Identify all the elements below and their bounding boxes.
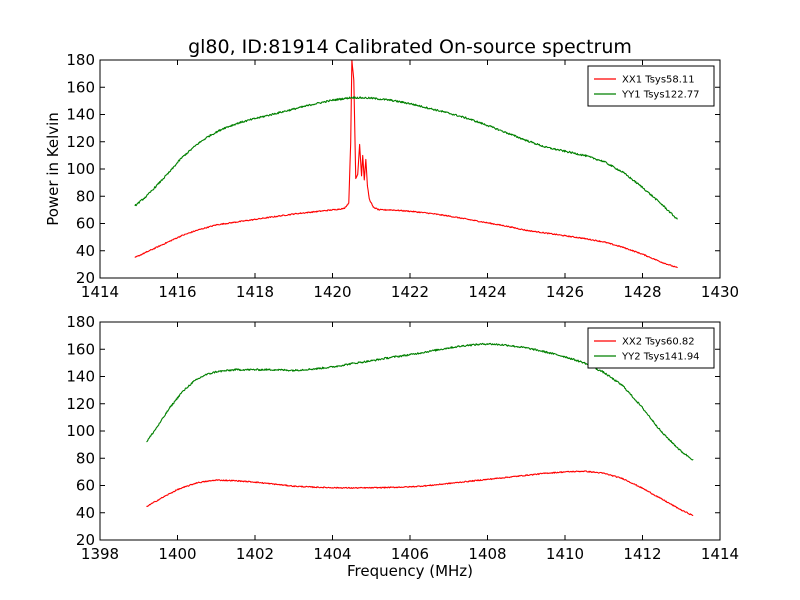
top-x-tick-label: 1422 bbox=[391, 283, 429, 301]
top-y-tick-label: 60 bbox=[76, 215, 95, 233]
top-legend-entry: XX1 Tsys58.11 bbox=[622, 75, 695, 86]
bottom-y-tick-label: 100 bbox=[66, 422, 95, 440]
bottom-legend bbox=[587, 327, 715, 369]
bottom-panel: 1398 1400 1402 1404 1406 1408 1410 1412 1414 20 40… bbox=[66, 313, 739, 563]
top-x-tick-label: 1428 bbox=[623, 283, 661, 301]
bottom-x-tick-label: 1400 bbox=[158, 545, 196, 563]
top-series-yy1-line bbox=[134, 96, 678, 220]
top-x-tick-label: 1426 bbox=[546, 283, 584, 301]
top-y-tick-label: 20 bbox=[76, 269, 95, 287]
bottom-series-xx2-line bbox=[146, 470, 694, 517]
top-x-tick-label: 1414 bbox=[81, 283, 119, 301]
top-y-tick-label: 140 bbox=[66, 106, 95, 124]
bottom-x-tick-label: 1398 bbox=[81, 545, 119, 563]
top-x-tick-label: 1420 bbox=[313, 283, 351, 301]
bottom-y-tick-label: 20 bbox=[76, 531, 95, 549]
bottom-y-tick-label: 140 bbox=[66, 368, 95, 386]
bottom-y-tick-label: 180 bbox=[66, 313, 95, 331]
top-y-tick-label: 180 bbox=[66, 51, 95, 69]
bottom-x-tick-label: 1404 bbox=[313, 545, 351, 563]
bottom-x-tick-label: 1410 bbox=[546, 545, 584, 563]
top-x-tick-label: 1416 bbox=[158, 283, 196, 301]
bottom-x-tick-label: 1408 bbox=[468, 545, 506, 563]
bottom-x-tick-label: 1402 bbox=[236, 545, 274, 563]
top-x-tick-label: 1418 bbox=[236, 283, 274, 301]
bottom-x-tick-label: 1414 bbox=[701, 545, 739, 563]
top-series-xx1-line bbox=[134, 60, 678, 269]
top-y-tick-label: 100 bbox=[66, 160, 95, 178]
y-axis-label: Power in Kelvin bbox=[44, 112, 62, 226]
top-x-tick-label: 1430 bbox=[701, 283, 739, 301]
top-y-tick-label: 160 bbox=[66, 78, 95, 96]
bottom-y-tick-label: 60 bbox=[76, 477, 95, 495]
bottom-y-tick-label: 160 bbox=[66, 340, 95, 358]
top-y-tick-label: 40 bbox=[76, 242, 95, 260]
bottom-legend-entry: XX2 Tsys60.82 bbox=[622, 337, 695, 348]
bottom-legend-entry: YY2 Tsys141.94 bbox=[621, 352, 700, 363]
bottom-y-tick-label: 120 bbox=[66, 395, 95, 413]
bottom-series-yy2-line bbox=[146, 342, 694, 461]
bottom-x-tick-label: 1412 bbox=[623, 545, 661, 563]
top-x-tick-label: 1424 bbox=[468, 283, 506, 301]
x-axis-label: Frequency (MHz) bbox=[347, 562, 473, 580]
bottom-x-tick-label: 1406 bbox=[391, 545, 429, 563]
chart-title: gl80, ID:81914 Calibrated On-source spec… bbox=[188, 36, 632, 58]
bottom-y-tick-label: 80 bbox=[76, 449, 95, 467]
top-y-tick-label: 120 bbox=[66, 133, 95, 151]
top-legend-entry: YY1 Tsys122.77 bbox=[621, 90, 700, 101]
top-y-tick-label: 80 bbox=[76, 187, 95, 205]
top-panel: 1414 1416 1418 1420 1422 1424 1426 1428 1430 20 40… bbox=[66, 51, 739, 301]
bottom-y-tick-label: 40 bbox=[76, 504, 95, 522]
top-legend bbox=[587, 65, 715, 107]
